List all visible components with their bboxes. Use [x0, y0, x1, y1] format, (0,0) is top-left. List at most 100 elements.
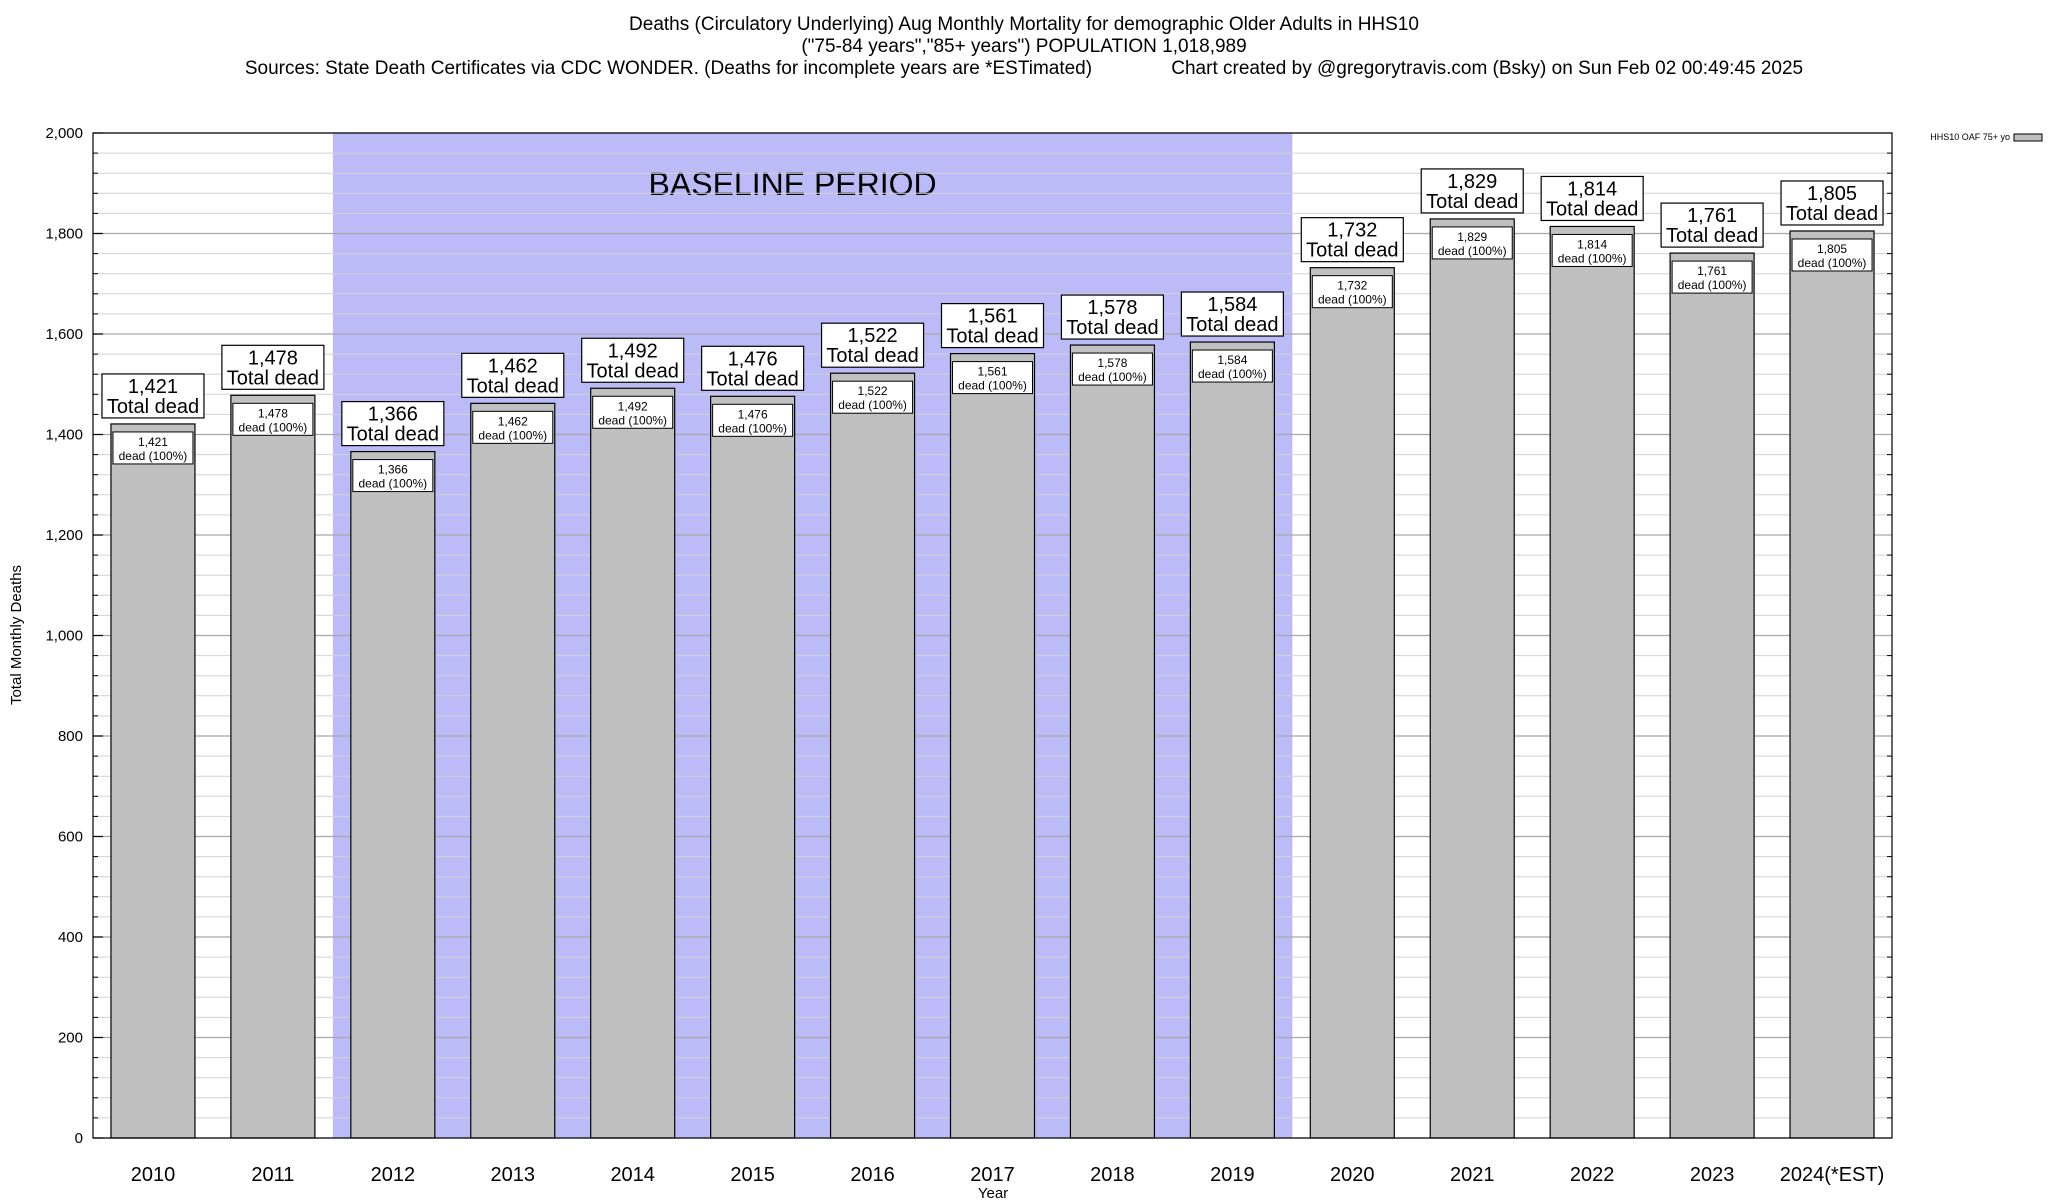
total-label-box [221, 344, 325, 390]
inner-value-label: 1,561 [977, 365, 1007, 379]
data-label-value: 1,829 [1447, 171, 1497, 193]
inner-percent-label: dead (100%) [358, 477, 427, 491]
inner-percent-label: dead (100%) [1318, 293, 1387, 307]
inner-label-box [1071, 352, 1153, 386]
bar-2018 [1069, 344, 1156, 1139]
total-label-box [581, 337, 685, 383]
inner-value-label: 1,814 [1577, 237, 1607, 251]
inner-label-box [1311, 275, 1393, 309]
x-axis-title: Year [978, 1185, 1008, 1200]
x-tick-label: 2019 [1210, 1164, 1255, 1186]
data-label-total: Total dead [1426, 191, 1518, 213]
inner-label-box [352, 459, 434, 493]
data-label-value: 1,814 [1567, 178, 1617, 200]
inner-value-label: 1,366 [378, 463, 408, 477]
data-label-value: 1,561 [967, 306, 1017, 328]
inner-label-box [472, 410, 554, 444]
data-label-value: 1,462 [488, 355, 538, 377]
bar-2015 [710, 395, 796, 1139]
total-label-box [1180, 291, 1284, 337]
total-label-box [1300, 217, 1404, 263]
inner-value-label: 1,805 [1817, 242, 1847, 256]
data-label-total: Total dead [587, 360, 679, 382]
data-label-total: Total dead [706, 368, 798, 390]
data-label-total: Total dead [1186, 314, 1278, 336]
data-label-total: Total dead [826, 345, 918, 367]
inner-label-box [112, 431, 194, 465]
y-tick-label: 800 [58, 728, 83, 745]
chart-subtitle: ("75-84 years","85+ years") POPULATION 1… [801, 36, 1247, 57]
y-tick-label: 1,200 [45, 527, 83, 544]
legend: HHS10 OAF 75+ yo [1930, 132, 2043, 142]
total-label-box [1540, 175, 1644, 222]
inner-value-label: 1,492 [618, 399, 648, 413]
data-label-total: Total dead [1666, 225, 1758, 247]
bar-2010 [110, 423, 196, 1139]
x-tick-label: 2010 [131, 1164, 176, 1186]
inner-percent-label: dead (100%) [1558, 251, 1627, 265]
bar-2014 [590, 387, 676, 1139]
x-tick-label: 2014 [610, 1164, 655, 1186]
total-label-box [101, 373, 205, 419]
inner-percent-label: dead (100%) [119, 449, 188, 463]
bar-2017 [949, 352, 1036, 1139]
bar-2022 [1549, 225, 1635, 1139]
inner-value-label: 1,578 [1097, 356, 1127, 370]
data-label-value: 1,522 [848, 325, 898, 347]
x-tick-label: 2015 [730, 1164, 775, 1186]
x-tick-label: 2012 [371, 1164, 416, 1186]
data-label-value: 1,476 [728, 348, 778, 370]
data-label-value: 1,492 [608, 340, 658, 362]
inner-value-label: 1,476 [738, 407, 768, 421]
inner-value-label: 1,421 [138, 435, 168, 449]
bar-2019 [1189, 341, 1275, 1139]
data-label-value: 1,732 [1327, 220, 1377, 242]
data-label-value: 1,761 [1687, 205, 1737, 227]
x-tick-label: 2013 [491, 1164, 536, 1186]
inner-value-label: 1,462 [498, 414, 528, 428]
data-label-total: Total dead [946, 326, 1038, 348]
inner-label-box [1431, 226, 1513, 260]
inner-percent-label: dead (100%) [1078, 370, 1147, 384]
inner-value-label: 1,522 [858, 384, 888, 398]
x-tick-label: 2017 [970, 1164, 1015, 1186]
inner-percent-label: dead (100%) [718, 421, 787, 435]
y-tick-label: 1,000 [45, 628, 83, 645]
x-tick-label: 2011 [251, 1164, 294, 1186]
legend-swatch [2013, 133, 2043, 142]
baseline-period-label: BASELINE PERIOD [649, 166, 937, 202]
inner-label-box [952, 361, 1033, 395]
data-label-value: 1,478 [248, 347, 298, 369]
x-tick-label: 2018 [1090, 1164, 1135, 1186]
inner-value-label: 1,829 [1457, 230, 1487, 244]
inner-label-box [832, 380, 914, 414]
inner-label-box [1191, 349, 1273, 383]
data-label-value: 1,805 [1807, 183, 1857, 205]
x-tick-label: 2023 [1690, 1164, 1735, 1186]
x-tick-label: 2024(*EST) [1780, 1164, 1885, 1186]
chart-title-block: Deaths (Circulatory Underlying) Aug Mont… [0, 14, 2048, 80]
y-tick-label: 2,000 [45, 125, 83, 142]
plot-frame [92, 132, 1893, 1139]
data-label-value: 1,421 [128, 376, 178, 398]
total-label-box [820, 322, 925, 368]
y-axis-title: Total Monthly Deaths [8, 565, 25, 705]
x-tick-label: 2022 [1570, 1164, 1615, 1186]
inner-percent-label: dead (100%) [598, 413, 667, 427]
data-label-total: Total dead [1546, 198, 1638, 220]
total-label-box [1780, 180, 1884, 226]
data-label-value: 1,366 [368, 404, 418, 426]
bar-2013 [470, 402, 556, 1139]
bar-2024(*EST) [1789, 230, 1875, 1139]
y-tick-label: 400 [58, 929, 83, 946]
inner-label-box [1791, 238, 1873, 272]
data-label-total: Total dead [1786, 203, 1878, 225]
total-label-box [341, 400, 445, 447]
data-label-total: Total dead [467, 375, 559, 397]
inner-value-label: 1,732 [1337, 279, 1367, 293]
inner-value-label: 1,478 [258, 406, 288, 420]
data-label-total: Total dead [1306, 240, 1398, 262]
axes: 0 200 400 600 800 1,000 1,200 1,400 1,600 1,800 2,… [8, 125, 1893, 1200]
